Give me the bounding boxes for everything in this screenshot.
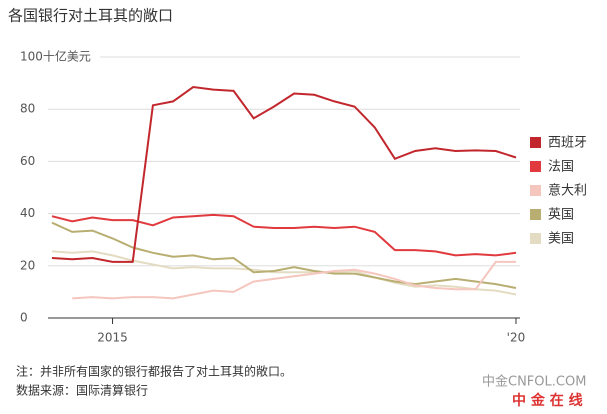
legend-swatch <box>530 137 541 148</box>
y-tick-label: 0 <box>20 311 28 325</box>
x-tick-label: 2015 <box>97 331 128 345</box>
watermark: 中 金 在 线 <box>512 392 583 409</box>
y-tick-label: 20 <box>20 258 35 272</box>
legend-swatch <box>530 161 541 172</box>
y-tick-label: 60 <box>20 154 35 168</box>
legend-label: 意大利 <box>548 183 587 199</box>
y-tick-label: 40 <box>20 206 35 220</box>
y-tick-label: 80 <box>20 102 35 116</box>
series-line <box>51 250 517 296</box>
legend-swatch <box>530 233 541 244</box>
legend-swatch <box>530 185 541 196</box>
legend-label: 美国 <box>548 232 574 247</box>
series-line <box>51 85 517 263</box>
series-line <box>51 213 517 257</box>
x-tick-label: '20 <box>507 331 526 345</box>
note: 注：并非所有国家的银行都报告了对土耳其的敞口。 <box>16 364 292 379</box>
legend-swatch <box>530 209 541 220</box>
legend-label: 法国 <box>548 160 574 175</box>
chart-title: 各国银行对土耳其的敞口 <box>8 7 173 25</box>
series-line <box>72 260 516 300</box>
source: 数据来源：国际清算银行 <box>16 383 148 398</box>
legend-label: 英国 <box>548 208 574 223</box>
watermark: 中金CNFOL.COM <box>482 374 586 390</box>
y-tick-label: 100十亿美元 <box>20 49 91 64</box>
legend-label: 西班牙 <box>548 136 587 151</box>
series-line <box>51 221 517 289</box>
